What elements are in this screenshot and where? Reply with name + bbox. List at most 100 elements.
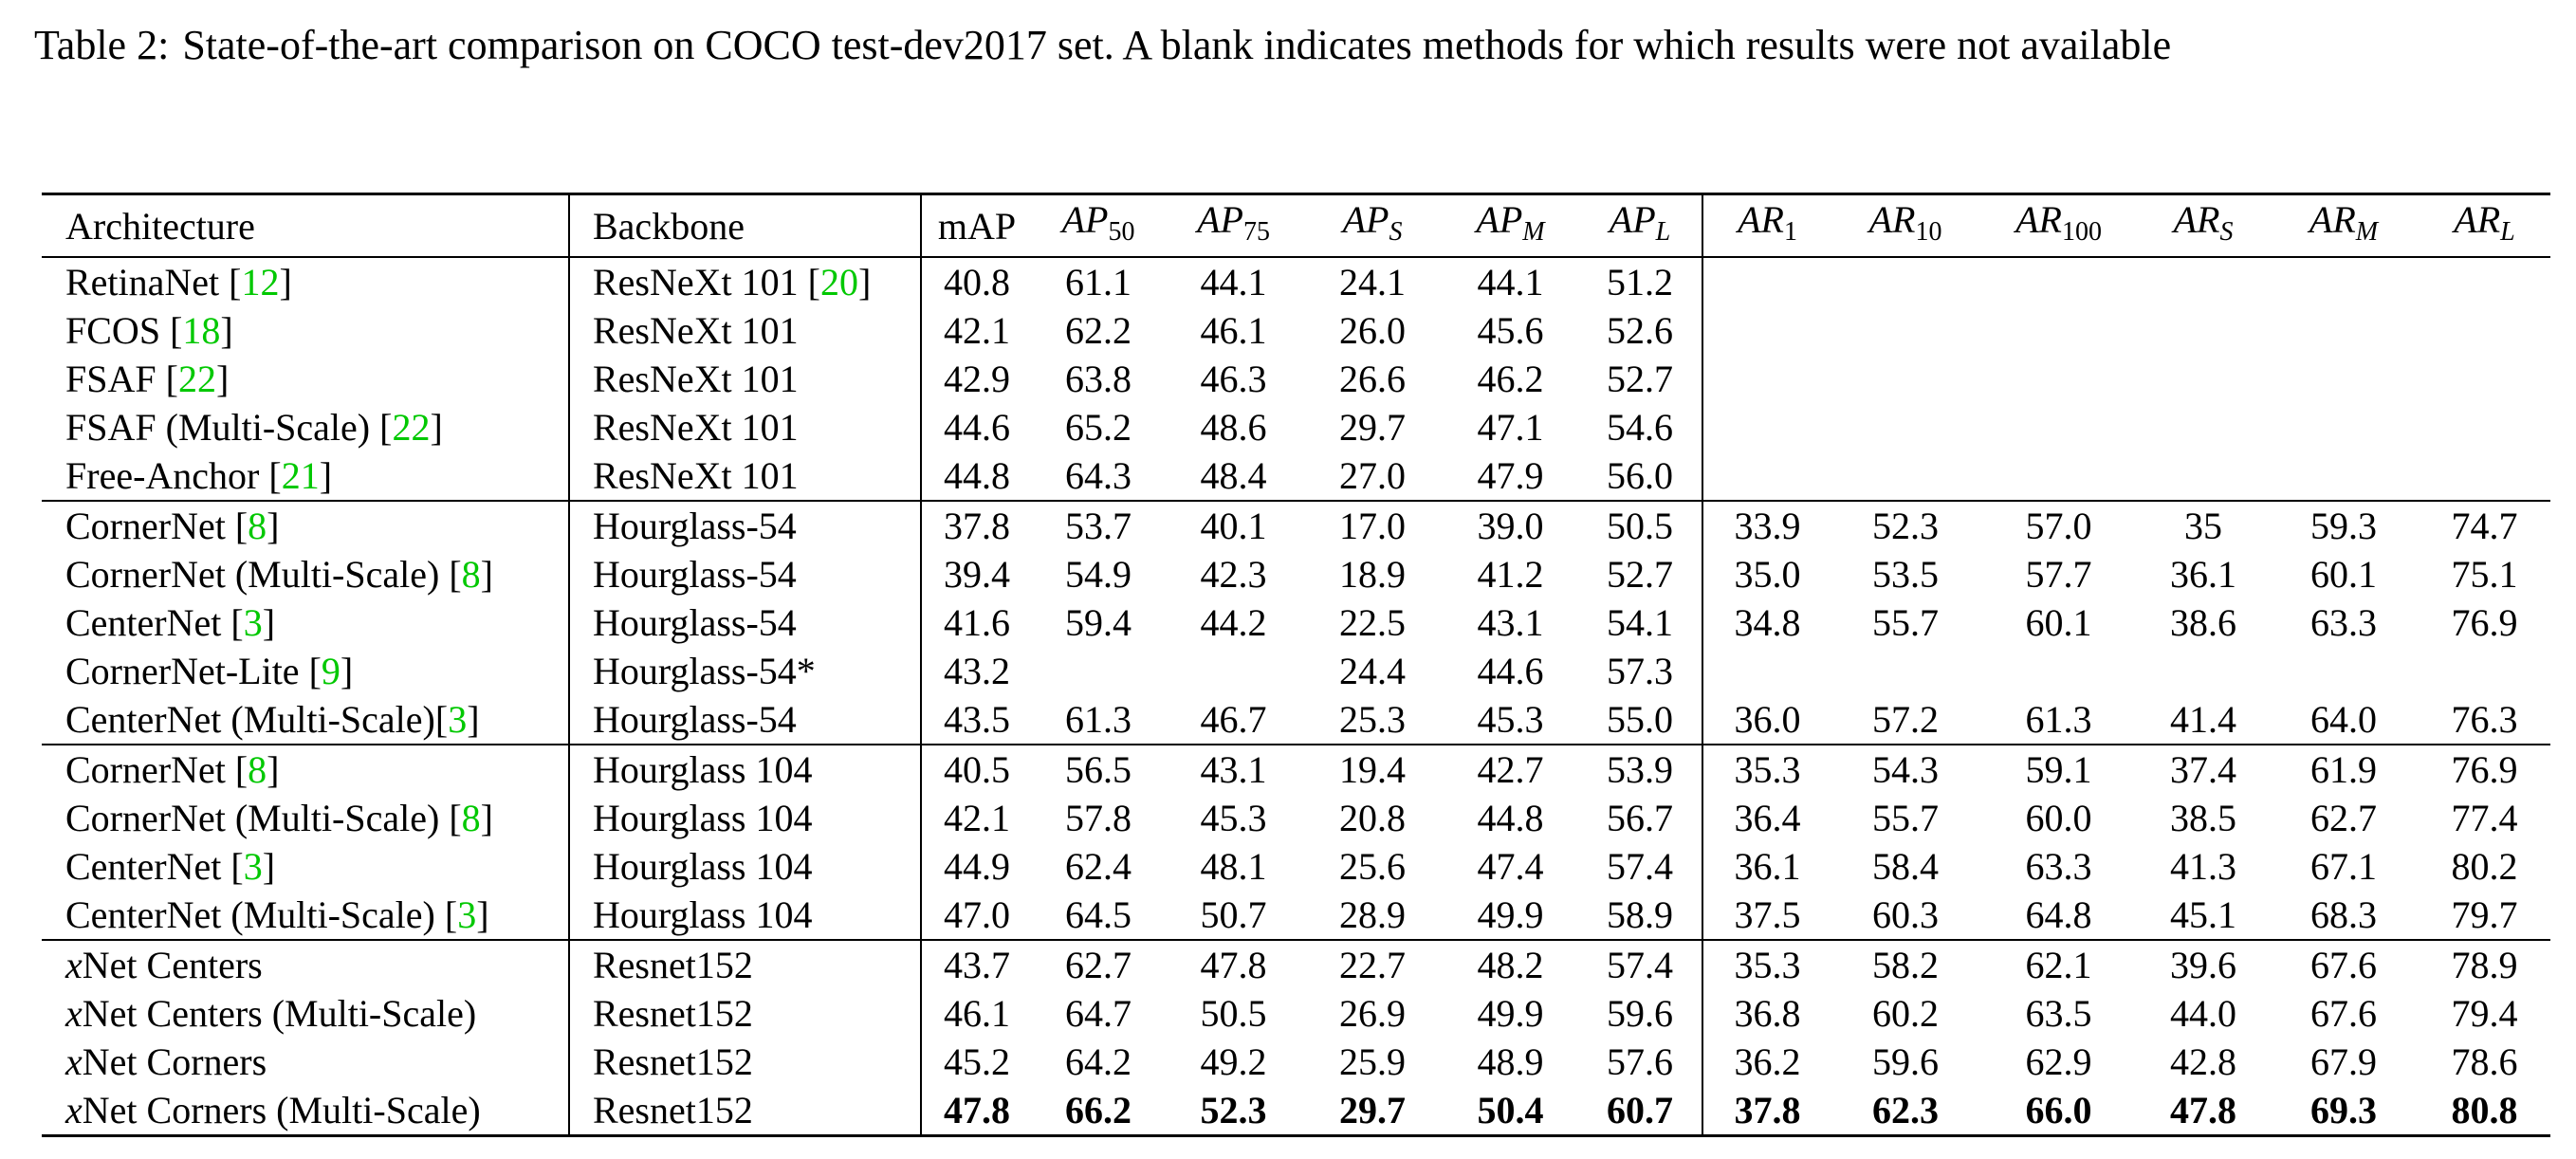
cell-architecture: FSAF (Multi-Scale) [22] — [65, 406, 443, 449]
cell-aps: 25.9 — [1339, 1040, 1406, 1083]
cell-arl: 78.9 — [2451, 944, 2518, 986]
backbone-name: ResNeXt 101 — [593, 454, 799, 497]
cell-ar100 — [1979, 451, 2138, 501]
citation-link[interactable]: 3 — [243, 601, 263, 644]
cell-arm: 69.3 — [2310, 1089, 2377, 1131]
cell-ap50: 64.3 — [1065, 454, 1132, 497]
cell-apm: 41.2 — [1477, 553, 1544, 596]
cell-arm — [2269, 306, 2419, 355]
citation-link[interactable]: 22 — [177, 358, 216, 400]
cell-arm: 60.1 — [2310, 553, 2377, 596]
cell-backbone: Hourglass 104 — [568, 794, 921, 842]
cell-ar1: 36.4 — [1702, 794, 1831, 842]
cell-ar10: 57.2 — [1872, 698, 1939, 741]
citation-link[interactable]: 22 — [392, 406, 431, 449]
cell-ar100: 62.1 — [2025, 944, 2092, 986]
cell-architecture: Free-Anchor [21] — [65, 454, 333, 497]
table-row: xNet Corners Resnet152 45.2 64.2 49.2 25.9 48.… — [42, 1038, 2550, 1086]
cell-ap75 — [1165, 647, 1302, 695]
citation-link[interactable]: 18 — [182, 309, 221, 352]
header-ars: ARS — [2173, 198, 2234, 247]
arch-name: CenterNet (Multi-Scale) — [65, 698, 435, 741]
cell-ar100 — [1979, 403, 2138, 451]
cell-arl: 79.7 — [2451, 893, 2518, 936]
citation-link[interactable]: 8 — [248, 748, 267, 791]
backbone-name: ResNeXt 101 — [593, 309, 799, 352]
cell-backbone: Hourglass-54 — [568, 598, 921, 647]
citation-link[interactable]: 9 — [321, 650, 340, 692]
cell-ar10 — [1831, 257, 1979, 306]
citation-link[interactable]: 12 — [241, 261, 280, 304]
cell-arl: 80.2 — [2451, 845, 2518, 888]
cell-apl: 50.5 — [1607, 505, 1673, 547]
cell-ar100: 57.0 — [2025, 505, 2092, 547]
citation-link[interactable]: 8 — [461, 797, 481, 839]
cell-architecture: RetinaNet [12] — [65, 261, 292, 304]
arch-name: CenterNet — [65, 845, 231, 888]
header-ar100: AR100 — [2015, 198, 2102, 247]
backbone-name: Hourglass-54 — [593, 505, 797, 547]
cell-apl: 58.9 — [1607, 893, 1673, 936]
header-apm: APM — [1476, 198, 1545, 247]
cell-ars — [2138, 647, 2269, 695]
cell-ar10: 58.4 — [1872, 845, 1939, 888]
cell-ar10: 55.7 — [1872, 601, 1939, 644]
cell-architecture: xNet Corners — [42, 1038, 569, 1086]
cell-aps: 26.6 — [1339, 358, 1406, 400]
cell-arl: 76.3 — [2451, 698, 2518, 741]
cell-ar1: 36.1 — [1702, 842, 1831, 891]
arch-name: RetinaNet — [65, 261, 230, 304]
table-group: xNet Centers Resnet152 43.7 62.7 47.8 22.7 48.… — [42, 940, 2550, 1136]
cell-arm: 67.6 — [2310, 944, 2377, 986]
cell-arm: 63.3 — [2310, 601, 2377, 644]
cell-backbone: Hourglass 104 — [568, 891, 921, 940]
header-apl: APL — [1609, 198, 1671, 247]
cell-apl: 57.4 — [1607, 845, 1673, 888]
table-caption: Table 2: State-of-the-art comparison on C… — [34, 15, 2548, 75]
cell-arm — [2269, 355, 2419, 403]
cell-ap75: 50.7 — [1200, 893, 1267, 936]
table-group: CornerNet [8] Hourglass 104 40.5 56.5 43.1 19… — [42, 745, 2550, 940]
table-row: xNet Centers Resnet152 43.7 62.7 47.8 22.7 48.… — [42, 940, 2550, 989]
cell-ars — [2138, 306, 2269, 355]
cell-ar100 — [1979, 257, 2138, 306]
cell-ar100: 60.0 — [2025, 797, 2092, 839]
citation-link[interactable]: 3 — [457, 893, 477, 936]
cell-map: 47.0 — [920, 891, 1032, 940]
cell-apm: 47.1 — [1477, 406, 1544, 449]
table-row: CornerNet [8] Hourglass-54 37.8 53.7 40.1 17.… — [42, 501, 2550, 550]
backbone-name: ResNeXt 101 — [593, 261, 808, 304]
cell-ar1: 35.3 — [1702, 940, 1831, 989]
cell-apm: 44.6 — [1477, 650, 1544, 692]
cell-ar1: 36.8 — [1702, 989, 1831, 1038]
cell-apm: 46.2 — [1477, 358, 1544, 400]
cell-aps: 27.0 — [1339, 454, 1406, 497]
citation-link[interactable]: 3 — [448, 698, 468, 741]
backbone-name: Hourglass 104 — [593, 748, 813, 791]
arch-x-symbol: x — [65, 944, 83, 986]
backbone-name: Hourglass-54* — [593, 650, 816, 692]
cell-ar1: 35.3 — [1702, 745, 1831, 794]
citation-link[interactable]: 21 — [281, 454, 320, 497]
citation-link[interactable]: 20 — [819, 261, 858, 304]
cell-ap50: 57.8 — [1065, 797, 1132, 839]
citation-link[interactable]: 8 — [461, 553, 481, 596]
cell-arl: 80.8 — [2451, 1089, 2518, 1131]
citation-link[interactable]: 3 — [243, 845, 263, 888]
cell-backbone: Hourglass-54 — [568, 550, 921, 598]
cell-ap75: 46.7 — [1200, 698, 1267, 741]
citation-link[interactable]: 8 — [248, 505, 267, 547]
cell-ar1: 35.0 — [1702, 550, 1831, 598]
cell-architecture: CenterNet (Multi-Scale) [3] — [65, 893, 489, 936]
cell-apm: 49.9 — [1477, 992, 1544, 1035]
arch-name: Net Centers (Multi-Scale) — [82, 992, 477, 1035]
backbone-name: Hourglass-54 — [593, 553, 797, 596]
cell-ap75: 52.3 — [1200, 1089, 1267, 1131]
cell-arl — [2419, 355, 2550, 403]
cell-apl: 57.4 — [1607, 944, 1673, 986]
cell-ar10: 52.3 — [1872, 505, 1939, 547]
arch-name: CenterNet — [65, 601, 231, 644]
cell-apl: 54.6 — [1607, 406, 1673, 449]
backbone-name: ResNeXt 101 — [593, 358, 799, 400]
cell-ar100: 62.9 — [2025, 1040, 2092, 1083]
